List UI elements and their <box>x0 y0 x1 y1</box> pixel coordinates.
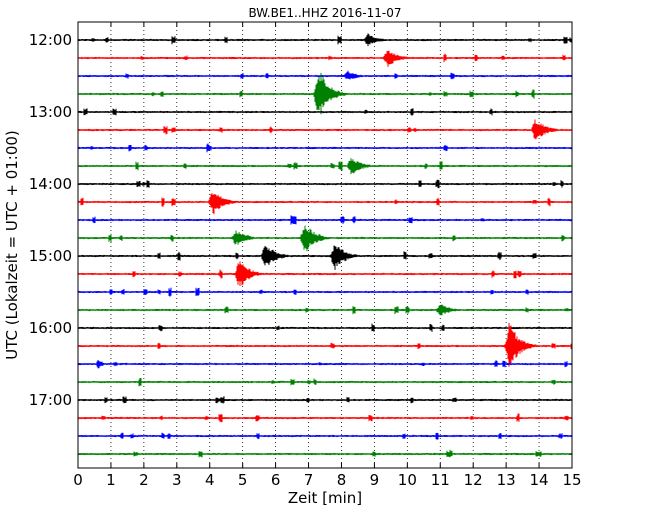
y-tick-label: 15:00 <box>29 247 72 265</box>
x-tick-label: 12 <box>464 471 483 489</box>
y-tick-label: 17:00 <box>29 391 72 409</box>
y-tick-label: 12:00 <box>29 31 72 49</box>
x-axis-ticks: 0 1 2 3 4 5 6 7 8 9 10 11 12 13 14 15 <box>73 22 582 489</box>
y-axis-ticks: 12:00 13:00 14:00 15:00 16:00 17:00 <box>29 31 572 409</box>
x-tick-label: 10 <box>398 471 417 489</box>
x-tick-label: 11 <box>431 471 450 489</box>
x-tick-label: 2 <box>139 471 149 489</box>
y-tick-label: 16:00 <box>29 319 72 337</box>
x-tick-label: 4 <box>205 471 215 489</box>
x-tick-label: 5 <box>238 471 248 489</box>
x-tick-label: 1 <box>106 471 116 489</box>
y-axis-label: UTC (Lokalzeit = UTC + 01:00) <box>3 130 21 360</box>
y-tick-label: 14:00 <box>29 175 72 193</box>
x-tick-label: 13 <box>497 471 516 489</box>
x-tick-label: 3 <box>172 471 182 489</box>
y-tick-label: 13:00 <box>29 103 72 121</box>
x-tick-label: 0 <box>73 471 83 489</box>
x-tick-label: 9 <box>370 471 380 489</box>
x-tick-label: 7 <box>304 471 314 489</box>
x-tick-label: 14 <box>530 471 549 489</box>
plot-frame <box>77 21 573 469</box>
x-axis-label: Zeit [min] <box>288 489 362 507</box>
x-tick-label: 8 <box>337 471 347 489</box>
x-tick-label: 15 <box>562 471 581 489</box>
x-tick-label: 6 <box>271 471 281 489</box>
chart-title: BW.BE1..HHZ 2016-11-07 <box>248 6 401 20</box>
